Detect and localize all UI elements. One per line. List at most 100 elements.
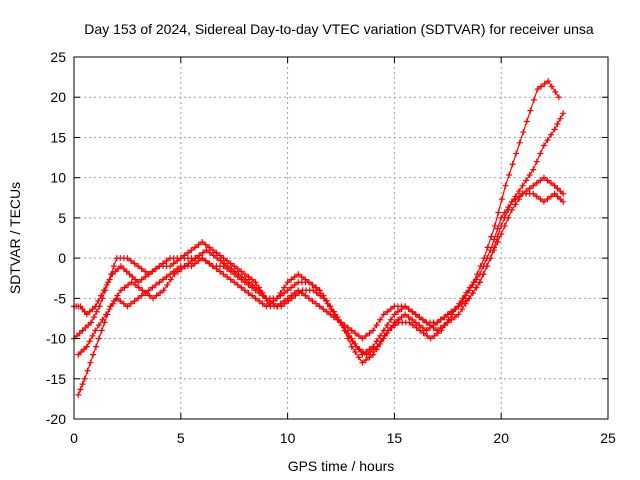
data-point-marker xyxy=(87,359,94,366)
data-point-marker xyxy=(102,287,109,294)
data-point-marker xyxy=(405,314,412,321)
data-point-marker xyxy=(416,314,423,321)
data-point-marker xyxy=(86,308,93,315)
data-point-marker xyxy=(120,300,127,307)
data-point-marker xyxy=(174,268,181,275)
data-point-marker xyxy=(110,263,117,270)
data-point-marker xyxy=(195,241,202,248)
data-point-marker xyxy=(455,311,462,318)
data-point-marker xyxy=(557,188,564,195)
data-point-marker xyxy=(560,198,567,205)
data-point-marker xyxy=(142,289,149,296)
data-point-marker xyxy=(163,273,170,280)
x-tick-label: 10 xyxy=(280,430,296,446)
data-point-marker xyxy=(242,276,249,283)
data-point-marker xyxy=(206,244,213,251)
x-axis-label: GPS time / hours xyxy=(288,458,395,474)
data-point-marker xyxy=(117,298,124,305)
data-point-marker xyxy=(526,171,533,178)
data-point-marker xyxy=(449,311,456,318)
data-point-marker xyxy=(491,222,498,229)
data-point-marker xyxy=(145,271,152,278)
data-point-marker xyxy=(99,295,106,302)
data-point-marker xyxy=(107,303,114,310)
data-point-marker xyxy=(348,327,355,334)
data-point-marker xyxy=(160,276,166,283)
data-point-marker xyxy=(374,343,381,350)
data-point-marker xyxy=(557,196,564,203)
data-point-marker xyxy=(495,209,502,216)
data-point-marker xyxy=(227,260,234,267)
data-point-marker xyxy=(241,287,248,294)
data-point-marker xyxy=(398,306,405,313)
data-point-marker xyxy=(149,268,156,275)
data-point-marker xyxy=(216,268,223,275)
data-point-marker xyxy=(487,255,494,262)
data-point-marker xyxy=(434,319,441,326)
data-point-marker xyxy=(132,276,139,283)
data-point-marker xyxy=(402,311,409,318)
data-point-marker xyxy=(127,257,134,264)
data-point-marker xyxy=(419,316,426,323)
data-point-marker xyxy=(508,198,515,205)
data-point-marker xyxy=(83,311,90,318)
data-point-marker xyxy=(167,263,174,270)
data-point-marker xyxy=(89,332,96,339)
data-point-marker xyxy=(217,257,224,264)
data-point-marker xyxy=(537,177,544,184)
data-point-marker xyxy=(80,346,87,353)
x-tick-label: 0 xyxy=(70,430,78,446)
data-point-marker xyxy=(281,300,288,307)
data-point-marker xyxy=(551,126,558,133)
data-point-marker xyxy=(288,284,295,291)
data-point-marker xyxy=(139,287,146,294)
data-point-marker xyxy=(302,292,309,299)
data-point-marker xyxy=(359,359,366,366)
data-point-marker xyxy=(560,190,567,197)
data-point-marker xyxy=(328,306,335,313)
data-point-marker xyxy=(252,279,259,286)
data-point-marker xyxy=(227,276,234,283)
data-point-marker xyxy=(135,263,142,270)
data-point-marker xyxy=(142,273,149,280)
data-point-marker xyxy=(537,196,544,203)
data-point-marker xyxy=(125,281,132,288)
data-point-marker xyxy=(384,308,391,315)
data-point-marker xyxy=(90,314,97,321)
data-point-marker xyxy=(104,311,111,318)
data-point-marker xyxy=(470,279,477,286)
data-point-marker xyxy=(288,276,295,283)
y-tick-label: 15 xyxy=(50,129,66,145)
data-point-marker xyxy=(256,287,263,294)
data-point-marker xyxy=(291,273,298,280)
data-point-marker xyxy=(352,343,359,350)
data-point-marker xyxy=(413,324,420,331)
y-tick-label: 0 xyxy=(58,250,66,266)
data-point-marker xyxy=(156,279,163,286)
data-point-marker xyxy=(270,298,277,305)
data-point-marker xyxy=(520,129,527,136)
data-point-marker xyxy=(163,257,170,264)
data-point-marker xyxy=(231,268,238,275)
x-tick-label: 5 xyxy=(177,430,185,446)
data-point-marker xyxy=(238,268,245,275)
data-layer xyxy=(71,78,567,398)
data-point-marker xyxy=(540,142,547,149)
data-point-marker xyxy=(473,284,480,291)
data-point-marker xyxy=(423,319,430,326)
data-point-marker xyxy=(157,289,164,296)
data-point-marker xyxy=(463,289,470,296)
data-point-marker xyxy=(132,281,139,288)
data-point-marker xyxy=(252,295,259,302)
data-point-marker xyxy=(149,284,156,291)
data-point-marker xyxy=(93,343,100,350)
data-point-marker xyxy=(360,348,367,355)
data-point-marker xyxy=(171,271,178,278)
data-point-marker xyxy=(508,206,515,213)
data-point-marker xyxy=(245,273,252,280)
data-point-marker xyxy=(192,255,199,262)
data-point-marker xyxy=(167,276,174,283)
data-point-marker xyxy=(177,255,184,262)
data-point-marker xyxy=(533,158,540,165)
